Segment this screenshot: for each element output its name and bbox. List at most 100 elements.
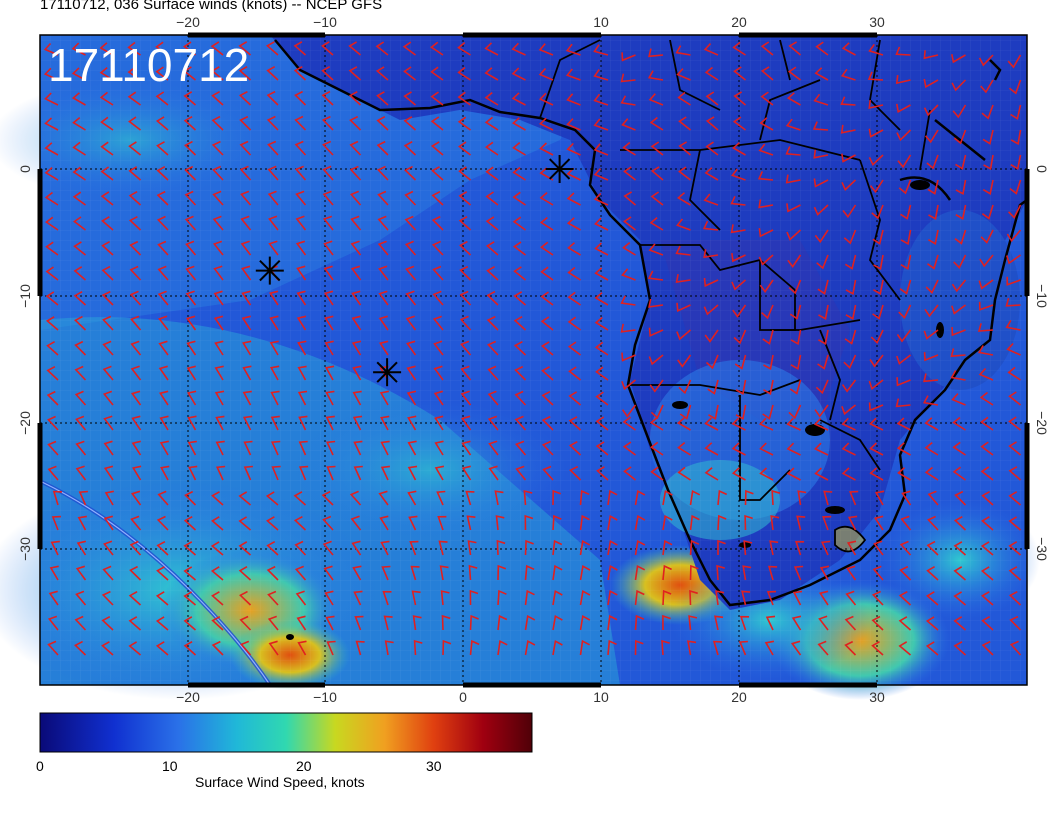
wind-barb: [607, 589, 618, 606]
wind-barb: [375, 41, 389, 56]
wind-barb: [515, 440, 527, 456]
wind-barb: [441, 614, 451, 631]
wind-barb: [128, 591, 142, 606]
wind-barb: [539, 117, 554, 131]
wind-barb: [786, 229, 802, 241]
wind-barb: [323, 265, 334, 281]
wind-barb: [926, 540, 939, 556]
wind-barb: [513, 291, 527, 306]
wind-barb: [211, 66, 224, 81]
wind-barb: [469, 589, 479, 606]
wind-barb: [623, 191, 637, 206]
wind-barb: [703, 249, 719, 259]
wind-barb: [410, 565, 420, 581]
wind-barb: [739, 615, 750, 631]
wind-barb: [73, 291, 87, 306]
wind-barb: [607, 539, 618, 556]
wind-barb: [845, 590, 857, 606]
wind-barb: [438, 540, 448, 556]
wind-barb: [407, 465, 418, 481]
wind-barb: [44, 166, 59, 181]
wind-barb: [159, 440, 169, 456]
lat-label-right: −10: [1034, 284, 1050, 308]
wind-barb: [104, 490, 114, 506]
wind-barb: [1008, 566, 1022, 581]
wind-barb: [785, 146, 801, 156]
wind-barb: [101, 241, 114, 256]
wind-barb: [238, 491, 252, 506]
wind-barb: [159, 415, 169, 431]
wind-barb: [238, 41, 252, 56]
low-marker: [373, 358, 402, 387]
wind-barb: [704, 66, 719, 81]
wind-barb: [712, 640, 723, 656]
wind-barb: [72, 166, 86, 181]
wind-barb: [813, 149, 829, 159]
lat-label-right: −30: [1034, 537, 1050, 561]
wind-barb: [297, 365, 307, 381]
wind-barb: [129, 290, 142, 306]
wind-barb: [841, 417, 856, 431]
wind-barb: [951, 54, 966, 64]
wind-barb: [593, 118, 609, 131]
wind-barb: [676, 68, 691, 81]
wind-barb: [812, 121, 829, 131]
wind-barb: [568, 366, 581, 381]
wind-barb: [568, 391, 582, 406]
wind-barb: [267, 590, 279, 606]
wind-barb: [786, 92, 801, 106]
colorbar: [39, 712, 533, 753]
wind-barb: [634, 514, 646, 531]
wind-barb: [354, 615, 364, 631]
wind-barb: [760, 91, 774, 106]
wind-barb: [1008, 441, 1022, 456]
wind-barb: [607, 514, 618, 531]
wind-barb: [380, 440, 390, 456]
wind-barb: [378, 290, 389, 306]
lat-label-left: −20: [17, 411, 33, 435]
wind-barb: [376, 91, 389, 106]
wind-barb: [873, 279, 884, 295]
wind-barb: [566, 192, 581, 206]
wind-barb: [238, 516, 252, 531]
wind-barb: [46, 390, 59, 406]
wind-barb: [269, 290, 279, 306]
wind-barb: [185, 265, 197, 281]
wind-barb: [486, 241, 499, 256]
wind-barb: [432, 315, 444, 331]
wind-barb: [267, 190, 279, 206]
wind-barb: [403, 66, 416, 81]
wind-barb: [717, 489, 728, 506]
wind-barb: [953, 591, 967, 606]
wind-barb: [324, 340, 334, 356]
wind-barb: [541, 366, 554, 381]
wind-barb: [620, 95, 636, 106]
wind-barb: [268, 640, 279, 656]
wind-barb: [514, 390, 527, 406]
wind-barb: [954, 490, 967, 506]
wind-barb: [764, 640, 775, 656]
wind-barb: [871, 641, 884, 656]
wind-barb: [159, 390, 169, 406]
wind-barb: [540, 341, 554, 356]
lon-label-bottom: 10: [593, 689, 609, 705]
wind-barb: [871, 615, 884, 631]
wind-barb: [295, 190, 307, 206]
wind-barb: [634, 564, 646, 581]
wind-barb: [1007, 54, 1022, 69]
wind-barb: [239, 115, 252, 131]
wind-barb: [293, 515, 307, 531]
wind-barb: [840, 124, 856, 134]
wind-barb: [704, 167, 719, 181]
wind-barb: [439, 565, 449, 581]
wind-barb: [758, 417, 774, 431]
wind-barb: [129, 565, 142, 581]
wind-barb: [430, 41, 444, 56]
wind-barb: [634, 589, 645, 606]
wind-barb: [352, 365, 362, 381]
wind-barb: [460, 365, 472, 381]
wind-barb: [157, 490, 169, 506]
wind-barb: [156, 540, 169, 556]
wind-barb: [538, 43, 554, 56]
wind-barb: [513, 316, 527, 331]
